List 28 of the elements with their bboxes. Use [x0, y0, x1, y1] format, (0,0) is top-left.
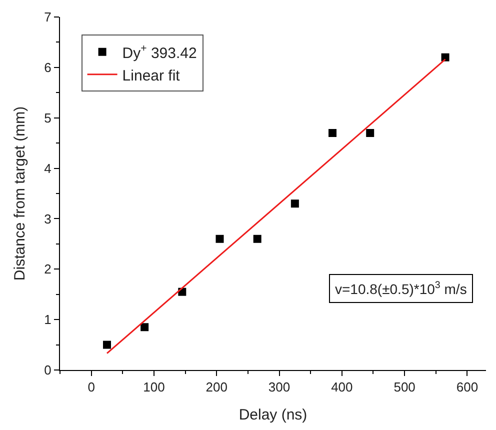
legend-label: Dy$^{+}$ 393.42: [122, 42, 197, 62]
y-tick-label: 2: [44, 262, 52, 277]
y-axis-title: Distance from target (mm): [11, 106, 28, 281]
y-tick-label: 7: [44, 10, 52, 25]
x-tick-label: 100: [143, 380, 165, 395]
legend-label: Linear fit: [122, 67, 181, 84]
point: [366, 128, 374, 137]
y-tick-label: 4: [44, 160, 52, 176]
point: [102, 340, 111, 349]
point: [441, 53, 450, 62]
point: [328, 128, 337, 137]
x-tick-label: 300: [268, 380, 290, 395]
x-axis-title: Delay (ns): [238, 406, 308, 424]
x-tick-label: 500: [394, 380, 416, 395]
x-tick-label: 400: [331, 380, 353, 395]
point: [290, 200, 299, 208]
x-tick-label: 0: [88, 380, 95, 395]
x-tick-label: 600: [456, 380, 478, 395]
x-tick-label: 200: [206, 380, 228, 395]
y-tick-label: 6: [44, 60, 52, 75]
point: [253, 234, 262, 243]
point: [140, 323, 149, 332]
point: [216, 234, 224, 243]
y-tick-label: 5: [44, 110, 52, 126]
y-tick-label: 0: [44, 362, 52, 378]
y-tick-label: 1: [44, 312, 52, 328]
annotation: v=10.8(±0.5)*10$^{3}$ m/s: [335, 280, 467, 297]
y-tick-label: 3: [44, 211, 52, 226]
